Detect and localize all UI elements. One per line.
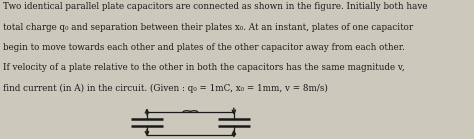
Text: total charge q₀ and separation between their plates x₀. At an instant, plates of: total charge q₀ and separation between t… bbox=[3, 23, 413, 32]
Text: find current (in A) in the circuit. (Given : q₀ = 1mC, x₀ = 1mm, v = 8m/s): find current (in A) in the circuit. (Giv… bbox=[3, 84, 328, 93]
Text: If velocity of a plate relative to the other in both the capacitors has the same: If velocity of a plate relative to the o… bbox=[3, 63, 405, 72]
Text: Two identical parallel plate capacitors are connected as shown in the figure. In: Two identical parallel plate capacitors … bbox=[3, 2, 428, 11]
Text: begin to move towards each other and plates of the other capacitor away from eac: begin to move towards each other and pla… bbox=[3, 43, 405, 52]
